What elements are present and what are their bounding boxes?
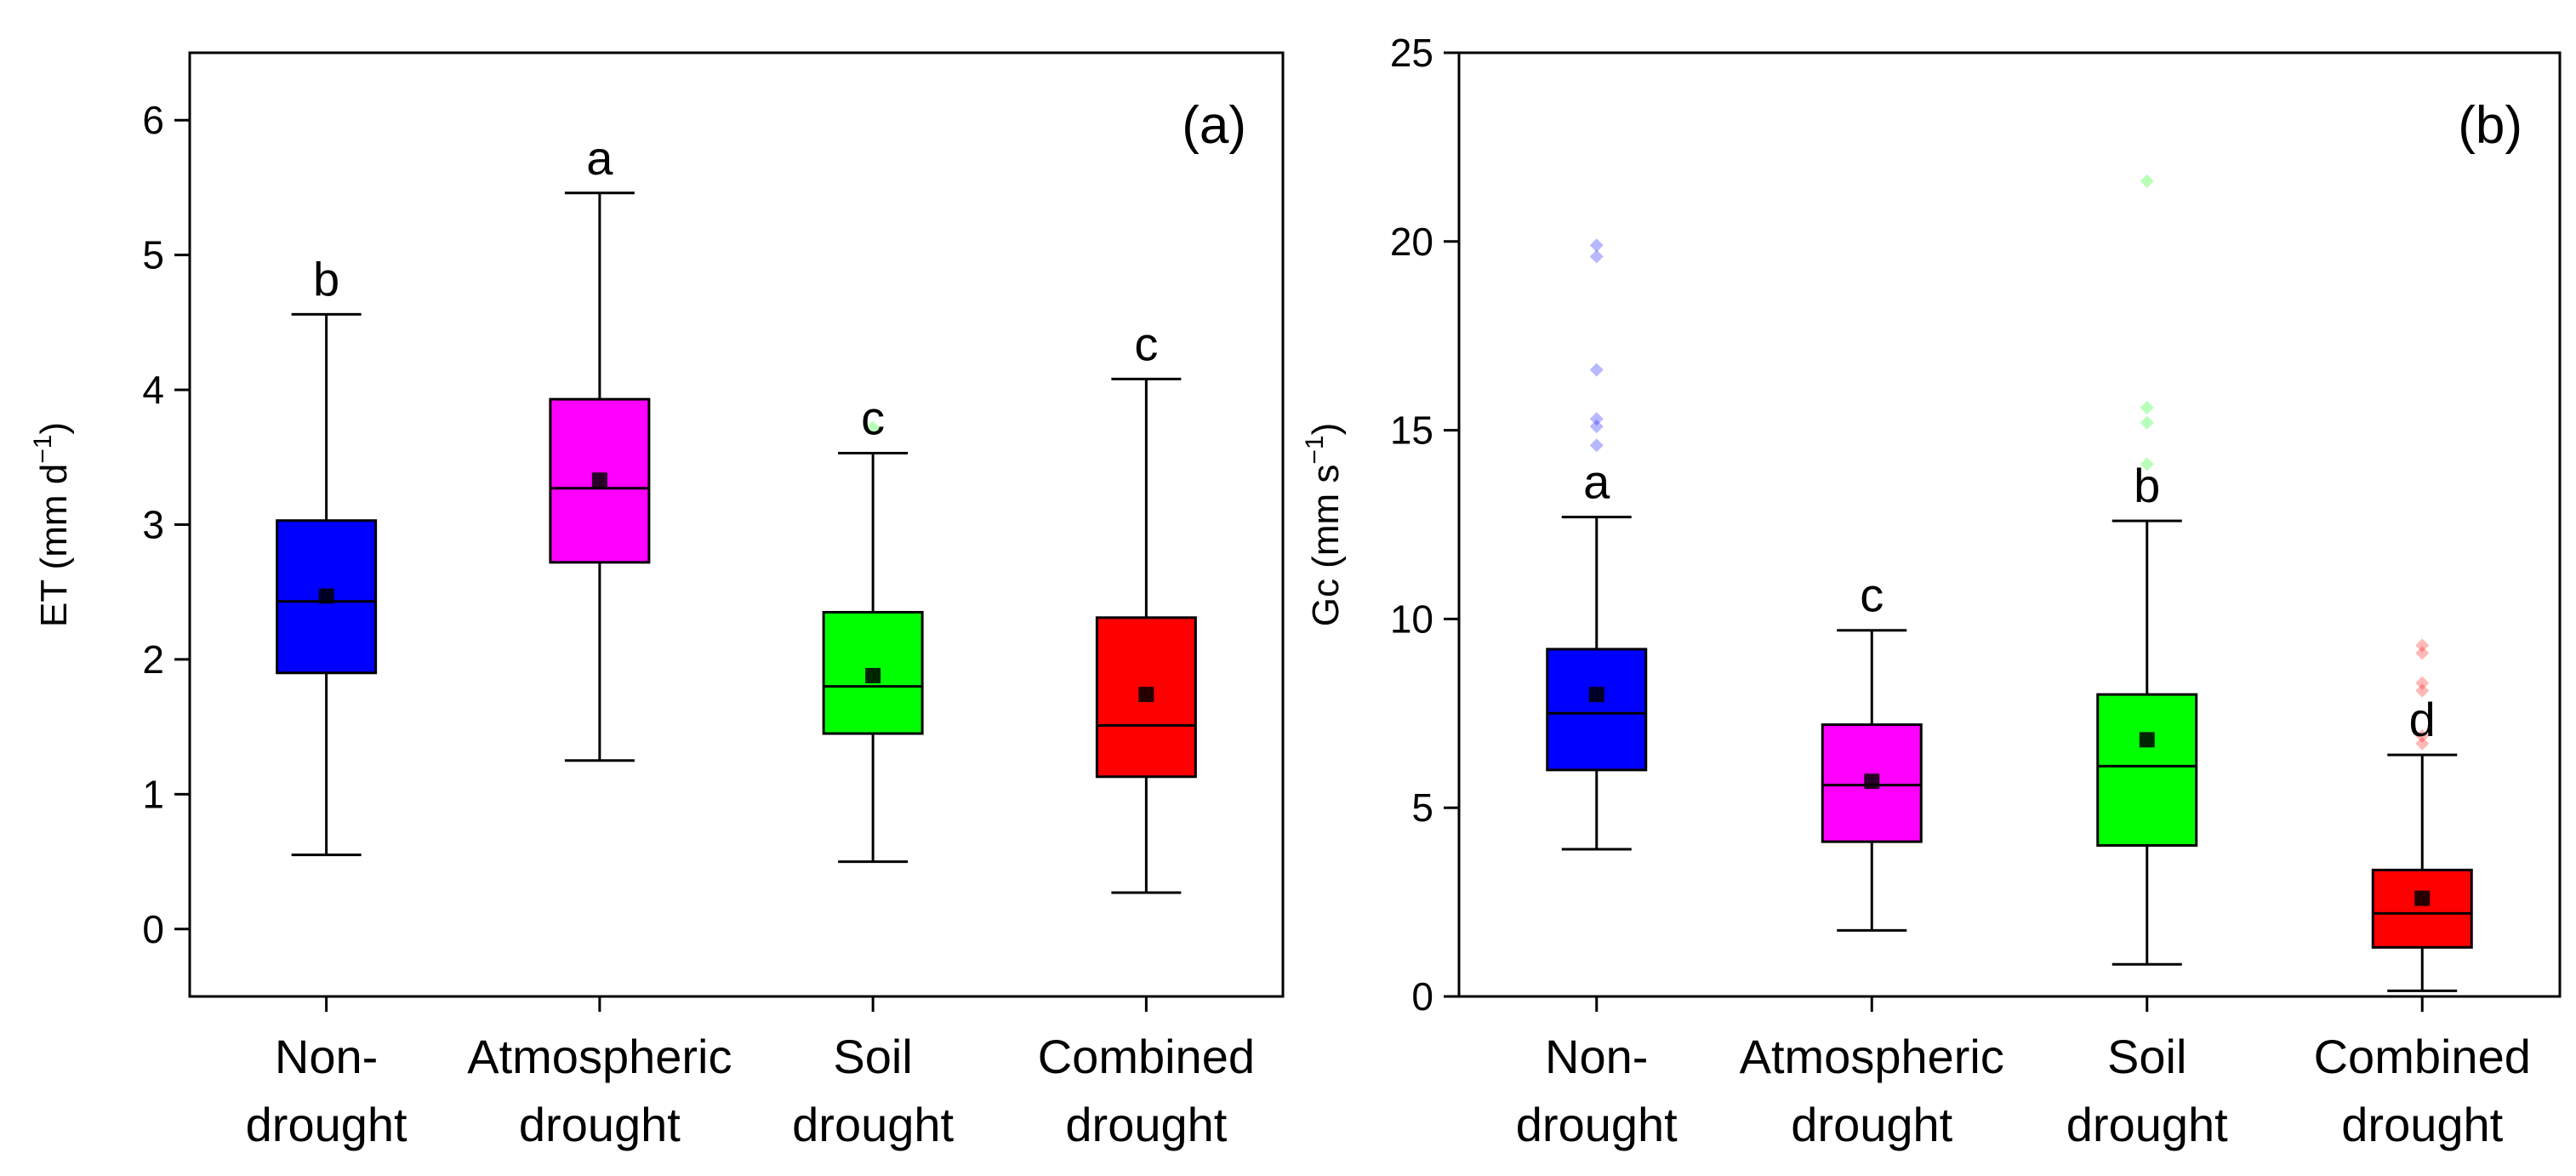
x-tick-label: drought bbox=[1516, 1098, 1678, 1151]
y-tick-label: 10 bbox=[1390, 597, 1433, 641]
outlier-point bbox=[1589, 249, 1604, 264]
significance-letter: c bbox=[1860, 568, 1884, 622]
outlier-point bbox=[1589, 412, 1604, 426]
y-tick-label: 6 bbox=[142, 98, 164, 142]
mean-marker bbox=[1588, 687, 1604, 703]
iqr-box bbox=[2096, 693, 2198, 848]
significance-letter: a bbox=[586, 131, 613, 185]
x-tick-label: drought bbox=[246, 1098, 407, 1151]
y-tick-label: 3 bbox=[142, 503, 164, 547]
y-axis-label: ET (mm d−1) bbox=[29, 422, 75, 627]
outlier-point bbox=[1589, 420, 1604, 434]
y-tick-label: 1 bbox=[142, 772, 164, 816]
y-axis-label-base: ET (mm d bbox=[33, 464, 75, 627]
y-tick-label: 5 bbox=[142, 233, 164, 277]
box-group: d bbox=[2371, 638, 2473, 992]
plot-frame bbox=[1457, 51, 2562, 998]
panel-label: (b) bbox=[2458, 96, 2522, 155]
y-tick-label: 2 bbox=[142, 637, 164, 682]
x-tick-label: drought bbox=[792, 1098, 954, 1151]
mean-marker bbox=[1864, 774, 1880, 790]
x-tick-label: drought bbox=[2066, 1098, 2228, 1151]
x-tick-label: Atmospheric bbox=[1740, 1030, 2004, 1083]
x-tick-label: Non- bbox=[1545, 1030, 1648, 1083]
y-tick-label: 0 bbox=[142, 907, 164, 951]
panel-b: 0 5 10 15 20 25 Non-drought Atmospheric drought S… bbox=[1301, 31, 2562, 1151]
y-axis-label-tail: ) bbox=[33, 422, 75, 435]
outlier-point bbox=[2415, 683, 2430, 698]
mean-marker bbox=[591, 472, 607, 488]
y-axis-label-tail: ) bbox=[1305, 423, 1347, 436]
y-axis-label-base: Gc (mm s bbox=[1305, 465, 1347, 627]
y-axis-label-sup: −1 bbox=[1301, 435, 1329, 464]
x-tick-label: drought bbox=[1065, 1098, 1227, 1151]
outlier-point bbox=[2140, 415, 2154, 430]
mean-marker bbox=[1138, 687, 1154, 703]
box-group: b bbox=[276, 252, 378, 857]
outlier-point bbox=[866, 420, 881, 435]
y-tick-label: 25 bbox=[1390, 31, 1433, 75]
mean-marker bbox=[2414, 890, 2431, 906]
y-axis-label-sup: −1 bbox=[29, 435, 57, 464]
x-tick-label: drought bbox=[2341, 1098, 2503, 1151]
outlier-point bbox=[2415, 728, 2430, 743]
mean-marker bbox=[865, 667, 881, 683]
iqr-box bbox=[2371, 868, 2473, 949]
outlier-point bbox=[2140, 400, 2154, 414]
mean-marker bbox=[318, 588, 334, 604]
box-group: b bbox=[2096, 174, 2198, 966]
x-tick-label: Non- bbox=[275, 1030, 378, 1083]
box-group: a bbox=[1546, 238, 1648, 851]
significance-letter: c bbox=[861, 391, 885, 445]
outlier-point bbox=[1589, 238, 1604, 253]
outlier-point bbox=[2140, 174, 2154, 188]
box-group: c bbox=[1095, 317, 1197, 894]
significance-letter: c bbox=[1134, 317, 1158, 370]
y-tick-label: 20 bbox=[1390, 220, 1433, 264]
box-group: c bbox=[822, 391, 924, 864]
outlier-point bbox=[2140, 457, 2154, 471]
mean-marker bbox=[2139, 732, 2155, 748]
x-tick-label: Soil bbox=[833, 1030, 912, 1083]
x-tick-label: drought bbox=[1791, 1098, 1952, 1151]
x-tick-label: Combined bbox=[2314, 1030, 2531, 1083]
x-tick-label: Atmospheric bbox=[467, 1030, 732, 1083]
outlier-point bbox=[1589, 438, 1604, 453]
panel-a: 0 1 2 3 4 5 6 Non-drought Atmospheric drought Soil… bbox=[29, 51, 1285, 1151]
significance-letter: d bbox=[2409, 693, 2436, 746]
iqr-box bbox=[1546, 648, 1648, 772]
y-tick-label: 5 bbox=[1411, 785, 1433, 830]
significance-letter: b bbox=[313, 252, 339, 305]
x-tick-label: Soil bbox=[2107, 1030, 2186, 1083]
outlier-point bbox=[2415, 736, 2430, 751]
outlier-point bbox=[1589, 363, 1604, 377]
significance-letter: b bbox=[2134, 459, 2160, 512]
outlier-point bbox=[2415, 676, 2430, 690]
outlier-point bbox=[2415, 646, 2430, 660]
x-tick-label: Combined bbox=[1038, 1030, 1255, 1083]
box-group: a bbox=[549, 131, 651, 762]
outlier-point bbox=[2415, 638, 2430, 653]
significance-letter: a bbox=[1583, 455, 1610, 509]
y-axis-label: Gc (mm s−1) bbox=[1301, 423, 1347, 627]
y-tick-label: 0 bbox=[1411, 974, 1433, 1019]
box-group: c bbox=[1821, 568, 1923, 932]
y-tick-label: 15 bbox=[1390, 408, 1433, 453]
y-tick-label: 4 bbox=[142, 368, 164, 412]
panel-label: (a) bbox=[1182, 96, 1246, 155]
x-tick-label: drought bbox=[519, 1098, 681, 1151]
